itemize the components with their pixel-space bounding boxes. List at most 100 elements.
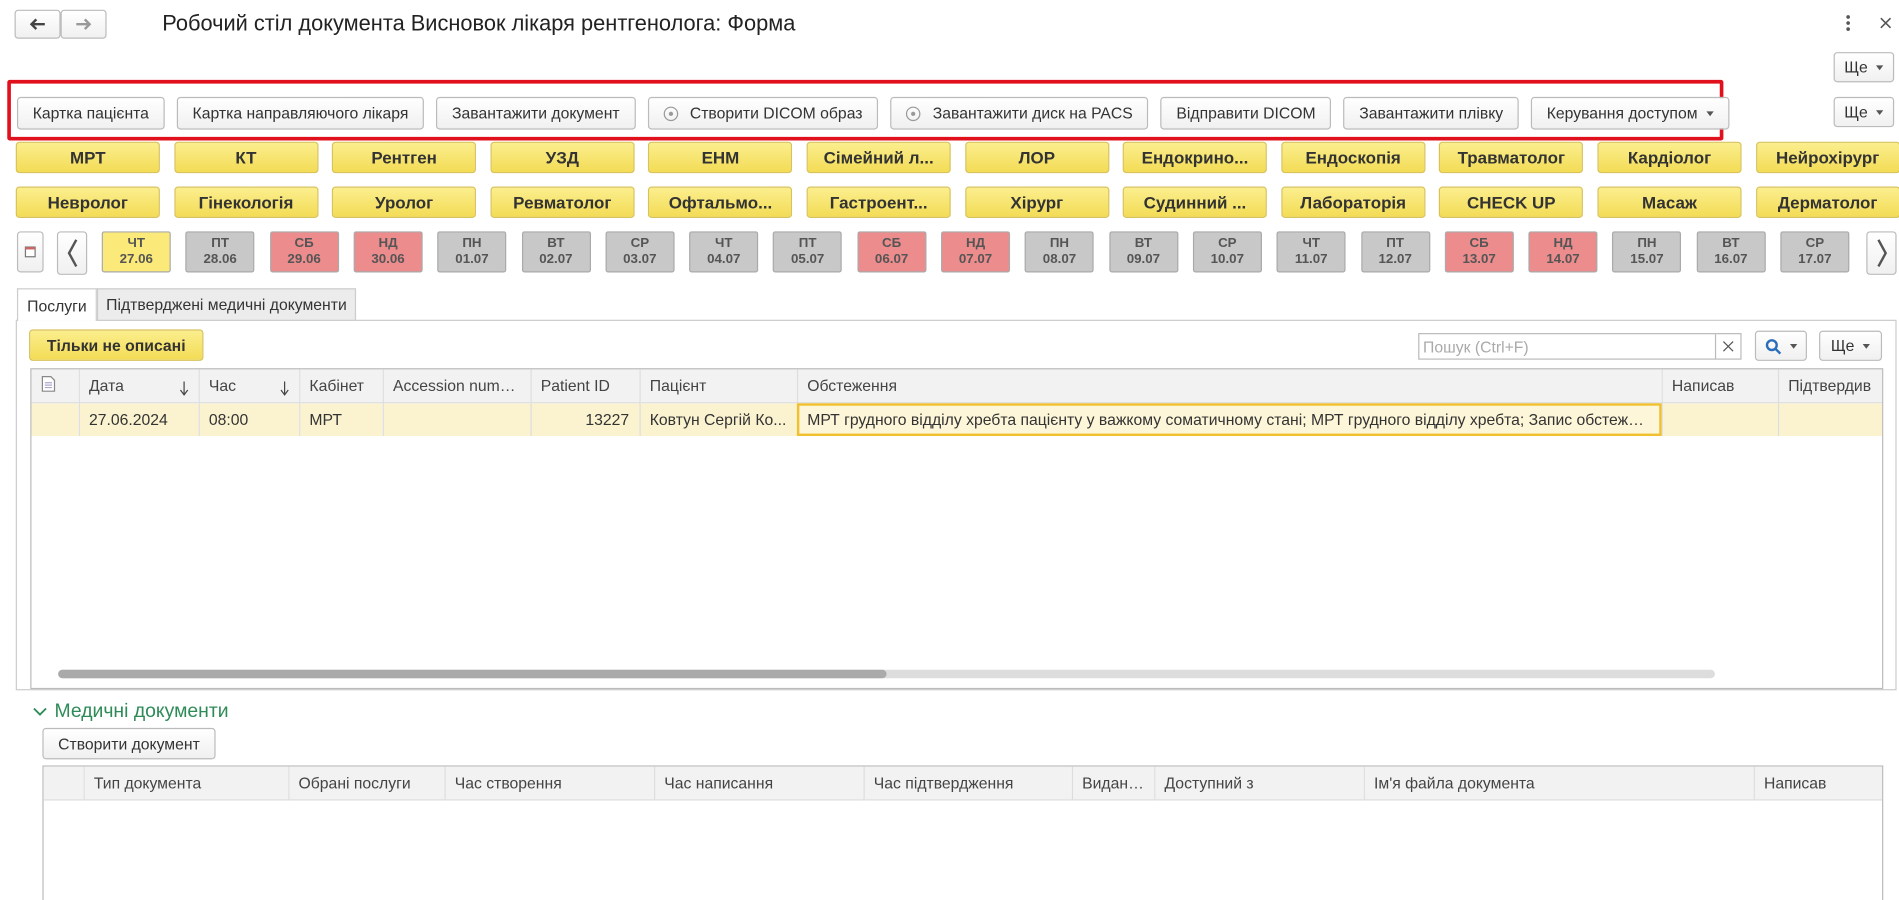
services-more[interactable]: Ще <box>1819 330 1883 361</box>
date: 11.07 <box>1294 251 1328 267</box>
department-button[interactable]: Лабораторія <box>1281 186 1426 218</box>
department-button[interactable]: Рентген <box>332 141 477 174</box>
toolbar-button[interactable]: Створити DICOM образ <box>647 96 879 130</box>
weekday: ПТ <box>211 236 230 251</box>
date: 02.07 <box>539 251 573 267</box>
department-button[interactable]: Ендокрино... <box>1122 141 1268 174</box>
department-button[interactable]: Ревматолог <box>490 186 635 218</box>
date-button[interactable]: ЧТ 27.06 <box>101 231 171 273</box>
department-button[interactable]: Нейрохірург <box>1755 141 1899 174</box>
cell: 13227 <box>530 402 641 436</box>
date-button[interactable]: ПТ 05.07 <box>773 231 843 273</box>
date-button[interactable]: СБ 06.07 <box>857 231 927 273</box>
department-button[interactable]: ЛОР <box>964 141 1109 174</box>
date-button[interactable]: ЧТ 04.07 <box>689 231 759 273</box>
date-button[interactable]: СР 10.07 <box>1192 231 1262 273</box>
date-button[interactable]: СР 17.07 <box>1780 231 1850 273</box>
date-button[interactable]: СБ 29.06 <box>269 231 339 273</box>
filter-button[interactable]: Тільки не описані <box>29 329 204 361</box>
menu-icon[interactable] <box>1843 15 1853 32</box>
date-button[interactable]: СБ 13.07 <box>1444 231 1514 273</box>
department-button[interactable]: Гінекологія <box>173 186 319 218</box>
date: 29.06 <box>287 251 321 267</box>
header-label: Підтвердив <box>1788 376 1872 395</box>
forward-button[interactable] <box>60 9 107 39</box>
header-label: Час написання <box>664 773 774 793</box>
date-button[interactable]: ЧТ 11.07 <box>1276 231 1346 273</box>
toolbar-button[interactable]: Картка пацієнта <box>16 96 165 130</box>
tab[interactable]: Послуги <box>16 288 97 321</box>
create-button[interactable]: Створити документ <box>42 727 216 760</box>
date-button[interactable]: ПН 01.07 <box>437 231 507 273</box>
tab[interactable]: Підтверджені медичні документи <box>96 288 357 321</box>
row-icon <box>31 402 80 436</box>
more-button[interactable]: Ще <box>1833 52 1895 83</box>
column-header: Кабінет <box>299 369 384 404</box>
date: 09.07 <box>1126 251 1161 267</box>
column-header: Accession numb... <box>382 369 532 404</box>
department-button[interactable]: ЕНМ <box>648 141 793 174</box>
date-button[interactable]: ПТ 28.06 <box>185 231 255 273</box>
date-button[interactable]: НД 07.07 <box>941 231 1011 273</box>
search-field[interactable]: Пошук (Ctrl+F) <box>1418 333 1742 360</box>
button-label: Створити DICOM образ <box>689 104 863 123</box>
toolbar-button[interactable]: Завантажити плівку <box>1343 96 1519 130</box>
next-button[interactable] <box>1866 231 1897 275</box>
toolbar-more[interactable]: Ще <box>1833 96 1895 128</box>
weekday: НД <box>378 236 398 251</box>
date-button[interactable]: НД 30.06 <box>353 231 423 273</box>
back-button[interactable] <box>14 9 61 39</box>
date-button[interactable]: ПТ 12.07 <box>1360 231 1430 273</box>
date-button[interactable]: ВТ 02.07 <box>521 231 591 273</box>
date-button[interactable]: ПН 08.07 <box>1024 231 1094 273</box>
prev-button[interactable] <box>56 231 88 275</box>
department-button[interactable]: Ендоскопія <box>1281 141 1426 174</box>
department-button[interactable]: Хірург <box>964 186 1109 218</box>
toolbar-button[interactable]: Завантажити документ <box>436 96 636 130</box>
header-label: Доступний з <box>1164 773 1254 793</box>
disc-icon <box>906 105 921 121</box>
toolbar-button[interactable]: Завантажити диск на PACS <box>890 96 1149 130</box>
header-label: Обрані послуги <box>298 773 411 793</box>
date: 12.07 <box>1378 251 1412 267</box>
department-button[interactable]: МРТ <box>15 141 160 174</box>
date-button[interactable]: ПН 15.07 <box>1612 231 1682 273</box>
date-button[interactable]: НД 14.07 <box>1528 231 1598 273</box>
date-button[interactable]: ВТ 16.07 <box>1696 231 1766 273</box>
department-button[interactable]: Дерматолог <box>1755 186 1899 218</box>
calendar-button[interactable] <box>16 231 44 273</box>
date-button[interactable]: ВТ 09.07 <box>1108 231 1178 273</box>
department-button[interactable]: Гастроент... <box>806 186 951 218</box>
department-button[interactable]: Офтальмо... <box>648 186 793 218</box>
sort-icon <box>279 380 289 396</box>
collapse-icon[interactable] <box>31 705 48 720</box>
toolbar-button[interactable]: Відправити DICOM <box>1160 96 1332 130</box>
header-label: Accession numb... <box>393 376 522 395</box>
toolbar: Картка пацієнта Картка направляючого ліка… <box>16 96 1730 130</box>
department-button[interactable]: КТ <box>173 141 319 174</box>
search-button[interactable] <box>1754 330 1807 361</box>
weekday: СР <box>1805 236 1825 251</box>
date-button[interactable]: СР 03.07 <box>605 231 675 273</box>
department-button[interactable]: CHECK UP <box>1439 186 1584 218</box>
close-icon[interactable] <box>1880 17 1892 29</box>
sort-icon <box>179 380 188 396</box>
cell: 08:00 <box>198 402 300 436</box>
department-button[interactable]: Уролог <box>332 186 477 218</box>
department-button[interactable]: Невролог <box>15 186 160 218</box>
department-button[interactable]: Судинний ... <box>1122 186 1268 218</box>
department-button[interactable]: Сімейний л... <box>806 141 951 174</box>
header-label: Пацієнт <box>649 376 707 395</box>
toolbar-button[interactable]: Картка направляючого лікаря <box>176 96 425 130</box>
department-button[interactable]: УЗД <box>490 141 635 174</box>
date: 14.07 <box>1546 251 1580 267</box>
department-button[interactable]: Масаж <box>1597 186 1742 218</box>
header-label: Написав <box>1671 376 1735 395</box>
toolbar-button[interactable]: Керування доступом <box>1531 96 1730 130</box>
date: 13.07 <box>1462 251 1496 267</box>
department-button[interactable]: Кардіолог <box>1597 141 1742 174</box>
department-button[interactable]: Травматолог <box>1439 141 1584 174</box>
button-label: Завантажити документ <box>452 104 620 123</box>
column-header: Пацієнт <box>639 369 798 404</box>
